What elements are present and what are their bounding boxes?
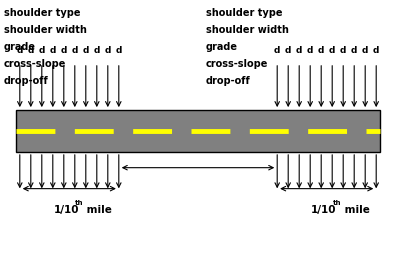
Text: mile: mile xyxy=(341,205,369,215)
Text: 1/10: 1/10 xyxy=(311,205,336,215)
Text: d: d xyxy=(340,46,346,55)
Text: d: d xyxy=(351,46,357,55)
Text: d: d xyxy=(274,46,280,55)
Text: d: d xyxy=(285,46,291,55)
Text: d: d xyxy=(28,46,34,55)
Text: d: d xyxy=(39,46,45,55)
Text: d: d xyxy=(329,46,335,55)
Text: d: d xyxy=(318,46,324,55)
Text: cross-slope: cross-slope xyxy=(4,59,67,69)
Text: d: d xyxy=(296,46,303,55)
Text: d: d xyxy=(307,46,313,55)
Text: shoulder type: shoulder type xyxy=(206,8,282,18)
Text: d: d xyxy=(72,46,78,55)
Text: d: d xyxy=(83,46,89,55)
Text: th: th xyxy=(75,200,84,206)
Text: mile: mile xyxy=(83,205,112,215)
Text: 1/10: 1/10 xyxy=(53,205,79,215)
Text: d: d xyxy=(17,46,23,55)
Text: shoulder type: shoulder type xyxy=(4,8,80,18)
Text: d: d xyxy=(116,46,122,55)
Text: drop-off: drop-off xyxy=(206,76,251,86)
Text: grade: grade xyxy=(4,42,36,52)
Text: th: th xyxy=(333,200,341,206)
Text: d: d xyxy=(362,46,368,55)
Bar xyxy=(16,110,380,152)
Text: d: d xyxy=(373,46,379,55)
Text: cross-slope: cross-slope xyxy=(206,59,268,69)
Text: d: d xyxy=(50,46,56,55)
Text: grade: grade xyxy=(206,42,238,52)
Text: drop-off: drop-off xyxy=(4,76,49,86)
Text: shoulder width: shoulder width xyxy=(206,25,289,35)
Text: d: d xyxy=(61,46,67,55)
Text: d: d xyxy=(105,46,111,55)
Text: shoulder width: shoulder width xyxy=(4,25,87,35)
Text: d: d xyxy=(93,46,100,55)
